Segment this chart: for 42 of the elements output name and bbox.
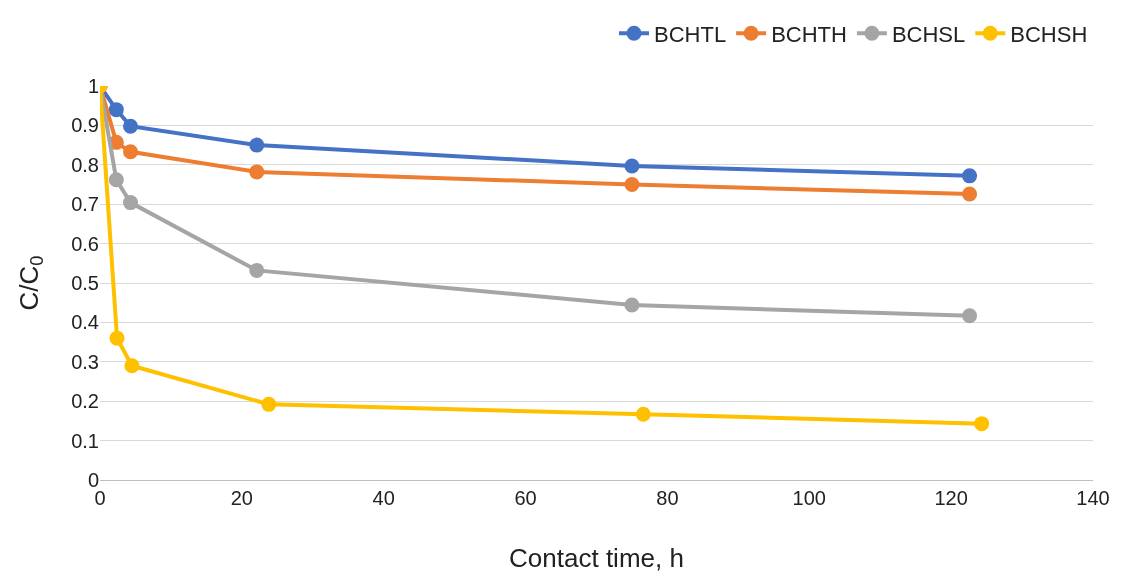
y-tick-label: 0 [87,469,99,491]
y-tick-label: 0.2 [71,390,99,413]
point [123,118,138,134]
x-axis-title: Contact time, h [509,543,684,573]
y-tick-label: 0.3 [71,350,99,373]
y-tick-label: 0.4 [71,311,99,334]
point [123,195,138,211]
point [124,358,140,374]
point [962,168,978,184]
point [624,177,640,192]
point [974,416,990,432]
y-tick-label: 0.9 [71,114,99,137]
y-tick-label: 0.8 [71,153,99,176]
y-tick-label: 0.5 [71,272,99,294]
point [249,137,265,153]
x-tick-label: 80 [656,487,679,509]
legend-label: BCHTL [654,21,727,47]
x-tick-label: 100 [792,487,826,509]
point [261,396,277,412]
point [624,297,640,313]
legend-label: BCHTH [771,21,847,47]
x-tick-label: 120 [934,487,968,509]
legend-label: BCHSL [891,21,966,47]
x-tick-label: 60 [514,487,537,509]
point [123,144,138,160]
y-tick-label: 0.7 [71,193,99,216]
x-tick-label: 20 [230,487,253,509]
point [635,406,651,422]
point [249,262,265,278]
legend-label: BCHSH [1010,21,1088,47]
y-tick-label: 0.1 [71,429,99,452]
point [108,172,124,188]
x-tick-label: 140 [1076,487,1110,509]
x-tick-label: 40 [372,487,395,509]
y-tick-label: 1 [87,75,99,97]
point [249,164,265,180]
point [624,158,640,174]
point [109,330,125,346]
point [962,186,978,202]
point [962,308,978,324]
y-tick-label: 0.6 [71,232,99,255]
point [108,102,124,118]
